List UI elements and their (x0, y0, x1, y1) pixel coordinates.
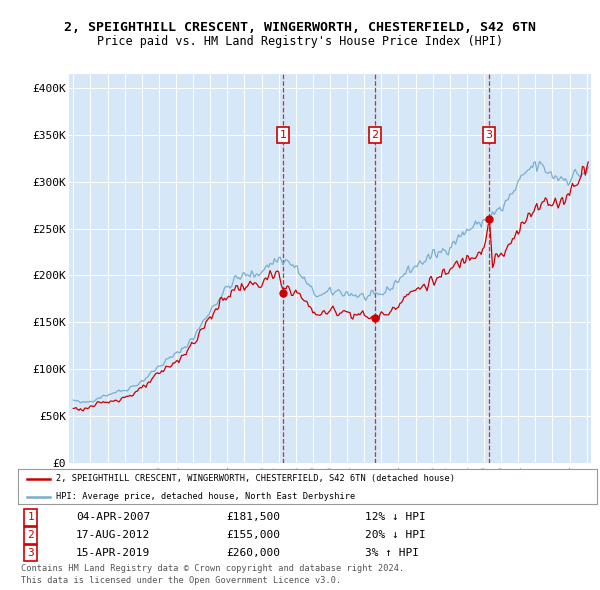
Text: 2: 2 (28, 530, 34, 540)
Text: 15-APR-2019: 15-APR-2019 (76, 548, 150, 558)
Text: £181,500: £181,500 (226, 513, 280, 523)
Text: 3: 3 (485, 130, 493, 140)
Text: 1: 1 (280, 130, 286, 140)
Text: 2, SPEIGHTHILL CRESCENT, WINGERWORTH, CHESTERFIELD, S42 6TN: 2, SPEIGHTHILL CRESCENT, WINGERWORTH, CH… (64, 21, 536, 34)
Text: 12% ↓ HPI: 12% ↓ HPI (365, 513, 426, 523)
Text: 3% ↑ HPI: 3% ↑ HPI (365, 548, 419, 558)
Text: 3: 3 (28, 548, 34, 558)
Text: 04-APR-2007: 04-APR-2007 (76, 513, 150, 523)
Text: £260,000: £260,000 (226, 548, 280, 558)
Text: £155,000: £155,000 (226, 530, 280, 540)
Text: 20% ↓ HPI: 20% ↓ HPI (365, 530, 426, 540)
Text: 2: 2 (371, 130, 379, 140)
Text: Price paid vs. HM Land Registry's House Price Index (HPI): Price paid vs. HM Land Registry's House … (97, 35, 503, 48)
Text: This data is licensed under the Open Government Licence v3.0.: This data is licensed under the Open Gov… (21, 576, 341, 585)
Text: 17-AUG-2012: 17-AUG-2012 (76, 530, 150, 540)
Text: 1: 1 (28, 513, 34, 523)
Text: Contains HM Land Registry data © Crown copyright and database right 2024.: Contains HM Land Registry data © Crown c… (21, 564, 404, 573)
Text: 2, SPEIGHTHILL CRESCENT, WINGERWORTH, CHESTERFIELD, S42 6TN (detached house): 2, SPEIGHTHILL CRESCENT, WINGERWORTH, CH… (56, 474, 455, 483)
Text: HPI: Average price, detached house, North East Derbyshire: HPI: Average price, detached house, Nort… (56, 492, 355, 501)
